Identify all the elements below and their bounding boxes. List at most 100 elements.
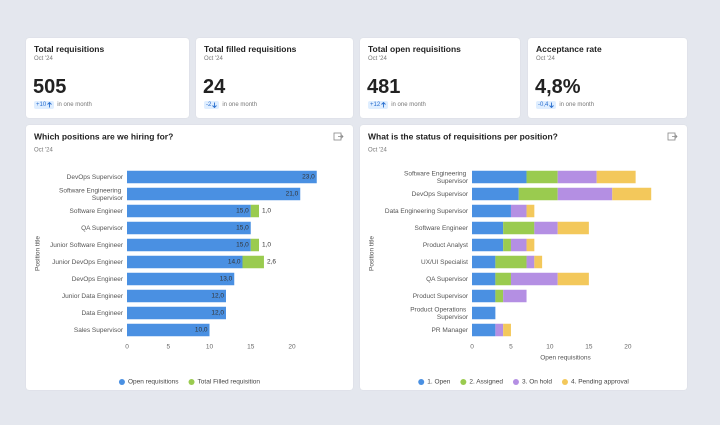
bar-segment	[472, 272, 496, 286]
kpi-period: Oct '24	[204, 56, 223, 62]
category-label: Sales Supervisor	[74, 327, 124, 334]
bar-segment	[526, 204, 535, 218]
x-tick-label: 0	[125, 344, 129, 351]
kpi-period: Oct '24	[536, 56, 555, 62]
bar-segment	[250, 238, 259, 252]
category-label: PR Manager	[432, 327, 469, 334]
arrow-down	[212, 102, 218, 108]
legend-label: 3. On hold	[522, 379, 552, 386]
bar-segment	[503, 323, 511, 337]
category-label: DevOps Supervisor	[67, 174, 124, 181]
chart-title: What is the status of requisitions per p…	[368, 131, 558, 141]
category-label: Data Engineer	[81, 310, 123, 317]
bar-segment	[526, 238, 535, 252]
category-label: Product Analyst	[423, 242, 468, 249]
legend-swatch	[118, 379, 125, 385]
bar-segment	[242, 255, 264, 269]
kpi-title: Total open requisitions	[368, 44, 461, 54]
change-chip: +10	[34, 101, 55, 109]
bar-segment	[127, 289, 226, 303]
value-label: 14,0	[228, 259, 241, 266]
kpi-change: -2 in one month	[204, 101, 257, 109]
change-note: in one month	[57, 102, 92, 108]
value-label: 2,6	[267, 259, 276, 266]
bar-segment	[534, 221, 558, 235]
bar-segment	[495, 323, 504, 337]
bar-segment	[557, 170, 597, 184]
change-note: in one month	[391, 102, 426, 108]
chart-subtitle: Oct '24	[34, 148, 53, 154]
kpi-period: Oct '24	[368, 56, 387, 62]
change-chip: +12	[368, 101, 389, 109]
x-tick-label: 10	[206, 344, 214, 351]
change-value: -0,4	[538, 102, 549, 108]
value-label: 1,0	[262, 242, 271, 249]
bar-segment	[503, 221, 535, 235]
bar-segment	[472, 204, 511, 218]
export-icon[interactable]	[333, 132, 344, 141]
kpi-card: Total filled requisitions Oct '24 24 -2 i…	[196, 38, 353, 118]
bar-segment	[472, 221, 504, 235]
chart-title: Which positions are we hiring for?	[34, 131, 173, 141]
category-label: DevOps Engineer	[72, 276, 124, 283]
change-note: in one month	[222, 102, 258, 108]
value-label: 15,0	[236, 208, 249, 215]
x-axis-label: Open requisitions	[540, 355, 591, 362]
bar-segment	[127, 187, 301, 201]
value-label: 15,0	[236, 242, 249, 249]
bar-segment	[510, 272, 558, 286]
category-label: QA Supervisor	[81, 225, 124, 232]
value-label: 21,0	[286, 191, 299, 198]
bar-segment	[518, 187, 558, 201]
bar-segment	[127, 255, 243, 269]
category-label: Product Operations Supervisor	[410, 306, 469, 321]
bar-segment	[534, 255, 543, 269]
bar-segment	[526, 170, 558, 184]
bar-segment	[510, 204, 527, 218]
export-icon[interactable]	[667, 132, 678, 141]
kpi-value: 4,8%	[535, 76, 581, 98]
bar-segment	[472, 289, 496, 303]
change-note: in one month	[559, 102, 595, 108]
arrow-down	[549, 102, 555, 108]
category-label: Junior DevOps Engineer	[52, 259, 124, 266]
y-axis-label: Position title	[369, 236, 376, 271]
kpi-change: +12 in one month	[368, 101, 426, 109]
legend-item: Total Filled requisition	[188, 379, 261, 386]
bar-segment	[612, 187, 652, 201]
chart-card: What is the status of requisitions per p…	[360, 125, 687, 390]
category-label: Product Supervisor	[413, 293, 469, 300]
legend-item: 3. On hold	[512, 379, 552, 386]
bar-segment	[127, 221, 251, 235]
arrow-up	[381, 102, 387, 108]
legend-label: Total Filled requisition	[198, 379, 261, 386]
category-label: QA Supervisor	[426, 276, 469, 283]
bar-segment	[127, 272, 235, 286]
legend-swatch	[561, 379, 568, 385]
bar-segment	[503, 289, 527, 303]
bar-segment	[472, 238, 504, 252]
category-label: UX/UI Specialist	[421, 259, 468, 266]
x-tick-label: 15	[585, 344, 593, 351]
legend-swatch	[512, 379, 519, 385]
kpi-card: Acceptance rate Oct '24 4,8% -0,4 in one …	[528, 38, 687, 118]
value-label: 1,0	[262, 208, 271, 215]
bar-segment	[250, 204, 259, 218]
legend-swatch	[460, 379, 467, 385]
kpi-period: Oct '24	[34, 56, 53, 62]
kpi-title: Acceptance rate	[536, 44, 602, 54]
kpi-card: Total requisitions Oct '24 505 +10 in one…	[26, 38, 189, 118]
value-label: 13,0	[220, 276, 233, 283]
value-label: 15,0	[236, 225, 249, 232]
bar-segment	[557, 221, 589, 235]
x-tick-label: 20	[288, 344, 296, 351]
bar-segment	[510, 238, 527, 252]
kpi-card: Total open requisitions Oct '24 481 +12 i…	[360, 38, 520, 118]
chart: Which positions are we hiring for? Oct '2…	[34, 131, 344, 386]
x-tick-label: 5	[166, 344, 170, 351]
legend: Open requisitions Total Filled requisitio…	[118, 379, 261, 386]
change-chip: -2	[204, 101, 220, 109]
legend-label: 1. Open	[427, 379, 451, 386]
category-label: Software Engineering Supervisor	[59, 187, 124, 202]
